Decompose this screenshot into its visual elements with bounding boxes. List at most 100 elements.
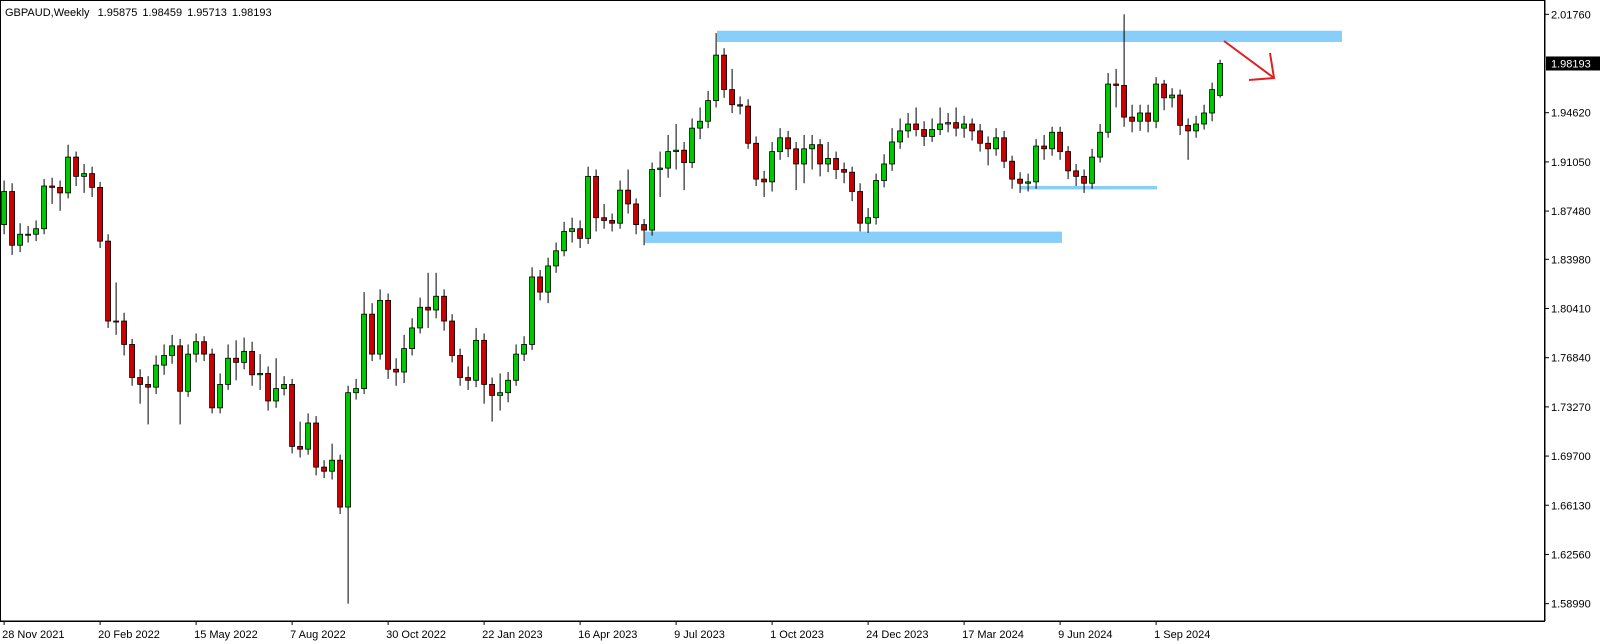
title: GBPAUD,Weekly	[5, 7, 90, 19]
candle-body	[593, 175, 599, 219]
x-tick-label: 9 Jul 2023	[674, 629, 725, 641]
candle-body	[209, 353, 216, 409]
candle-body	[89, 173, 95, 188]
ohlc-open: 1.95875	[98, 7, 138, 19]
candle-body	[417, 306, 424, 329]
ohlc-low: 1.95713	[187, 7, 227, 19]
candle-body	[1009, 160, 1015, 180]
candle-body	[985, 142, 991, 150]
plot-frame	[0, 0, 1545, 622]
candle-body	[1145, 112, 1151, 122]
candle-body	[641, 224, 647, 231]
x-tick-label: 22 Jan 2023	[482, 629, 543, 641]
candle-body	[1185, 124, 1191, 132]
candle-body	[705, 100, 711, 122]
candle-body	[473, 339, 480, 381]
candle-body	[697, 120, 703, 129]
candle-body	[1193, 123, 1199, 132]
candle-body	[1129, 116, 1135, 122]
candle-body	[857, 191, 863, 224]
candle-body	[361, 313, 368, 389]
candle-body	[289, 384, 296, 447]
candle-body	[569, 228, 575, 232]
candle-body	[81, 173, 87, 177]
y-tick-label: 1.69700	[1551, 451, 1591, 463]
candle-body	[1041, 145, 1047, 150]
candle-body	[833, 158, 839, 170]
candle-body	[761, 178, 767, 183]
candle-body	[121, 320, 127, 345]
candle-body	[841, 169, 847, 173]
candle-body	[553, 250, 559, 267]
candle-body	[745, 105, 751, 144]
candle-body	[809, 144, 815, 150]
candle-body	[1057, 131, 1063, 152]
y-tick-label: 1.80410	[1551, 304, 1591, 316]
candle-body	[825, 158, 831, 165]
zone	[1020, 186, 1157, 190]
candle-body	[945, 122, 951, 125]
candle-body	[177, 345, 184, 392]
x-tick-label: 30 Oct 2022	[386, 629, 446, 641]
candle-body	[1201, 112, 1207, 125]
candle-body	[865, 217, 871, 224]
y-tick-label: 1.73270	[1551, 402, 1591, 414]
candle-body	[881, 163, 887, 181]
y-tick-label: 1.62560	[1551, 549, 1591, 561]
x-tick-label: 17 Mar 2024	[962, 629, 1024, 641]
candle-body	[137, 377, 144, 385]
candle-body	[49, 185, 55, 188]
candle-body	[297, 446, 304, 450]
candle-body	[449, 320, 456, 356]
candle-body	[1137, 112, 1143, 122]
y-tick-label: 1.83980	[1551, 254, 1591, 266]
candle-body	[105, 240, 111, 322]
candle-body	[249, 350, 256, 376]
candle-body	[617, 189, 623, 224]
candle-body	[273, 388, 280, 402]
zone	[645, 231, 1062, 243]
candle-body	[401, 348, 408, 373]
y-tick-label: 1.66130	[1551, 500, 1591, 512]
candle-body	[561, 231, 567, 252]
candle-body	[1081, 175, 1087, 184]
candle-body	[769, 151, 775, 183]
candle-body	[897, 130, 903, 143]
y-tick-label: 1.94620	[1551, 108, 1591, 120]
candle-body	[353, 388, 360, 394]
candle-body	[577, 228, 583, 239]
candle-body	[1113, 83, 1119, 86]
symbol-title: GBPAUD,Weekly 1.95875 1.98459 1.95713 1.9819…	[5, 7, 272, 19]
x-tick-label: 16 Apr 2023	[578, 629, 637, 641]
candle-body	[585, 175, 591, 239]
candle-body	[849, 171, 855, 192]
candle-body	[977, 130, 983, 144]
candle-body	[305, 422, 312, 450]
candle-body	[489, 384, 496, 396]
candle-body	[921, 129, 927, 137]
x-tick-label: 9 Jun 2024	[1058, 629, 1112, 641]
y-tick-label: 1.87480	[1551, 206, 1591, 218]
candle-body	[537, 276, 543, 293]
candle-body	[801, 148, 807, 165]
x-tick-label: 15 May 2022	[194, 629, 258, 641]
candle-body	[1073, 170, 1079, 177]
candle-body	[457, 355, 464, 378]
candle-body	[17, 233, 24, 246]
candle-body	[817, 144, 823, 165]
candle-body	[217, 384, 224, 409]
candle-body	[505, 379, 512, 394]
candle-body	[161, 355, 168, 366]
candle-body	[153, 364, 160, 388]
candle-body	[1161, 83, 1167, 99]
candle-body	[681, 149, 687, 163]
candle-body	[889, 141, 895, 165]
candle-body	[265, 372, 272, 402]
candle-body	[793, 148, 799, 165]
candle-body	[345, 392, 352, 508]
x-tick-label: 28 Nov 2021	[2, 629, 64, 641]
candle-body	[1209, 89, 1215, 114]
candle-body	[953, 122, 959, 129]
candle-body	[665, 151, 671, 169]
ohlc-close: 1.98193	[232, 7, 272, 19]
